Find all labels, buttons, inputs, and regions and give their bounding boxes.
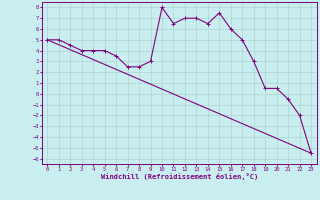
X-axis label: Windchill (Refroidissement éolien,°C): Windchill (Refroidissement éolien,°C)	[100, 173, 258, 180]
